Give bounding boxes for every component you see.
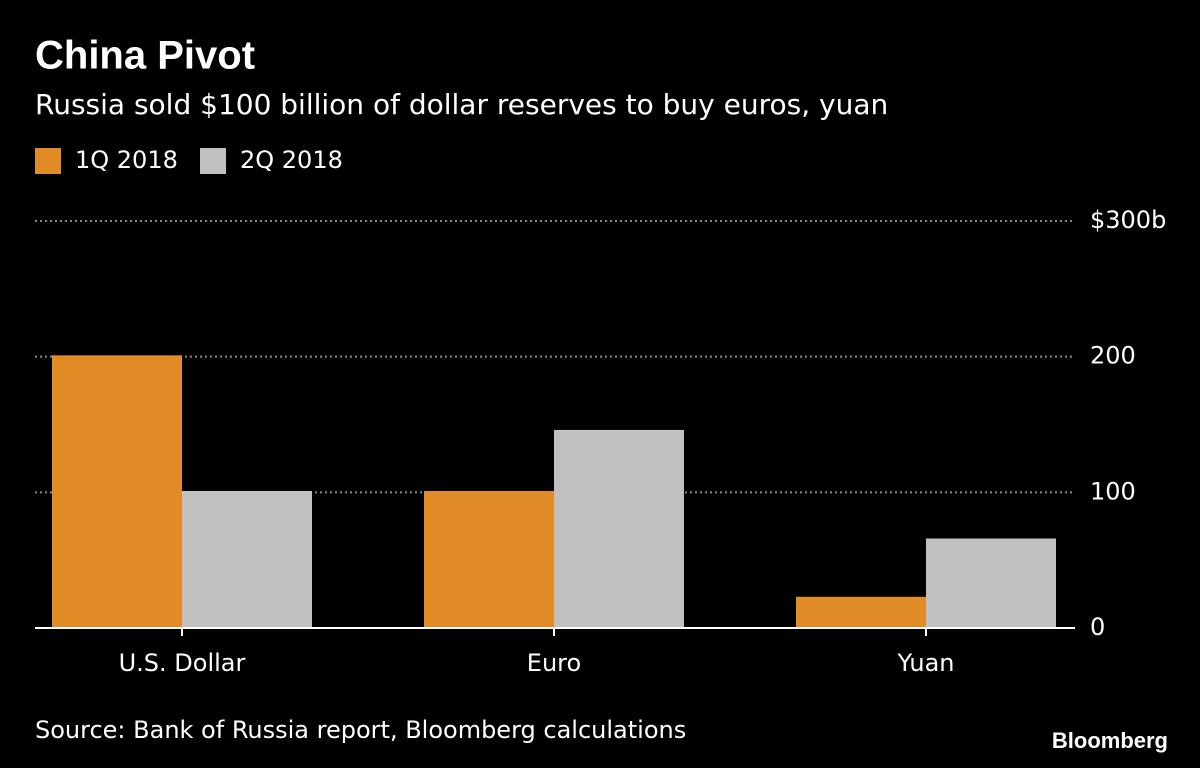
legend-label: 1Q 2018 [75,146,178,174]
chart-title: China Pivot [35,34,255,78]
bar [796,596,926,628]
chart-subtitle: Russia sold $100 billion of dollar reser… [35,88,888,121]
legend-swatch [200,148,226,174]
y-tick-label: $300b [1090,206,1166,234]
legend-swatch [35,148,61,174]
source: Source: Bank of Russia report, Bloomberg… [35,716,686,744]
x-tick-label: U.S. Dollar [119,649,246,677]
y-tick-label: 0 [1090,613,1105,641]
bar [182,490,312,628]
legend-label: 2Q 2018 [240,146,343,174]
y-tick-label: 200 [1090,342,1136,370]
x-tick-label: Euro [527,649,581,677]
bar [52,355,182,628]
brand: Bloomberg [1052,728,1168,753]
bar [926,538,1056,628]
x-tick-label: Yuan [896,649,954,677]
y-tick-label: 100 [1090,477,1136,505]
bar [424,490,554,628]
bar [554,429,684,628]
